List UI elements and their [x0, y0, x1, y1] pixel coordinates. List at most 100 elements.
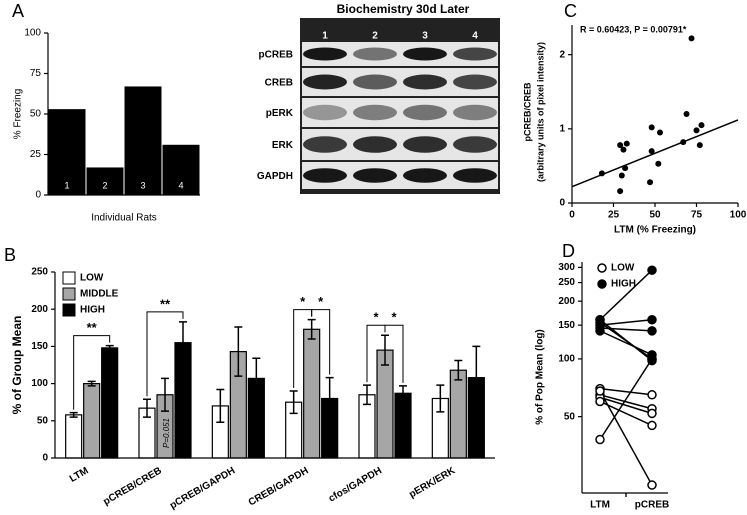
- point: [655, 160, 662, 167]
- point: [647, 480, 657, 490]
- legend-label: HIGH: [611, 279, 636, 290]
- panel-label: C: [564, 1, 577, 21]
- y-tick-label: 50: [564, 411, 576, 422]
- lane-label: 1: [322, 31, 328, 42]
- row-label: CREB: [265, 78, 293, 89]
- pair-line: [599, 269, 653, 321]
- point: [595, 326, 605, 336]
- x-tick-label: pCREB: [635, 500, 669, 511]
- point: [656, 129, 663, 136]
- point: [595, 434, 605, 445]
- blot-band: [303, 74, 347, 90]
- y-tick-label: 200: [558, 296, 575, 307]
- x-tick-label: 50: [649, 210, 661, 221]
- error-bar: [143, 398, 151, 418]
- error-bar: [179, 321, 187, 365]
- bar: [449, 369, 467, 459]
- y-tick-label: 200: [31, 304, 48, 315]
- lane-label: 2: [372, 31, 378, 42]
- y-tick-label: 150: [31, 341, 48, 352]
- y-tick-label: 0: [559, 198, 565, 209]
- pair-line: [599, 390, 653, 486]
- point: [648, 148, 655, 155]
- panel-label: B: [4, 245, 16, 265]
- legend-marker: [597, 263, 607, 273]
- bar: [65, 414, 83, 459]
- point: [683, 111, 690, 117]
- y-tick-label: 0: [35, 190, 41, 201]
- annotation: R = 0.60423, P = 0.00791*: [580, 24, 687, 34]
- point: [648, 124, 655, 131]
- point: [647, 355, 657, 366]
- x-tick-label: pCREB/CREB: [102, 465, 164, 507]
- bar: [394, 392, 412, 459]
- y-axis-label: (arbitrary units of pixel intensity): [535, 42, 545, 182]
- blot-band: [403, 168, 447, 183]
- significance-bracket: [146, 311, 184, 397]
- error-bar: [472, 345, 481, 410]
- point: [595, 315, 605, 325]
- row-label: GAPDH: [257, 171, 293, 182]
- blot-band: [353, 168, 397, 183]
- point: [620, 146, 627, 153]
- blot-band: [453, 136, 497, 153]
- y-tick-label: 2: [559, 49, 565, 60]
- pair-line: [599, 319, 653, 362]
- point: [688, 35, 695, 42]
- x-axis-label: Individual Rats: [91, 213, 157, 224]
- legend-label: MIDDLE: [80, 289, 119, 300]
- point: [623, 140, 630, 147]
- pair-line: [599, 394, 653, 410]
- x-tick-label: 0: [569, 210, 575, 221]
- blot-band: [303, 168, 347, 183]
- x-axis-label: LTM (% Freezing): [614, 225, 696, 236]
- error-bar: [399, 385, 407, 402]
- x-tick-label: pCREB/GAPDH: [168, 465, 237, 511]
- blot-band: [353, 104, 397, 121]
- panel-label: A: [12, 1, 24, 21]
- error-bar: [363, 384, 371, 406]
- point: [595, 386, 605, 396]
- y-tick-label: 300: [558, 262, 575, 273]
- y-tick-label: 250: [558, 277, 575, 288]
- x-tick-label: LTM: [590, 500, 610, 511]
- point: [647, 179, 654, 186]
- blot-band: [453, 74, 497, 90]
- legend-label: LOW: [80, 273, 104, 284]
- legend-marker: [597, 279, 607, 289]
- bar: [162, 144, 200, 195]
- lane-label: 4: [472, 31, 478, 42]
- bar: [48, 109, 86, 195]
- point: [617, 142, 624, 149]
- error-bar: [87, 380, 96, 387]
- y-tick-label: 100: [24, 28, 41, 39]
- pair-line: [599, 396, 653, 415]
- error-bar: [234, 326, 243, 377]
- bar-label: 1: [64, 180, 69, 190]
- x-tick-label: 25: [608, 210, 620, 221]
- lane-label: 3: [422, 31, 428, 42]
- y-tick-label: 1: [559, 123, 565, 134]
- point: [696, 142, 703, 149]
- legend-label: HIGH: [80, 305, 105, 316]
- significance-bracket: [73, 335, 111, 410]
- y-tick-label: 250: [31, 267, 48, 278]
- legend-swatch: [62, 303, 76, 317]
- blot-band: [453, 104, 497, 121]
- blot-band: [403, 74, 447, 90]
- error-bar: [381, 334, 389, 366]
- bar-label: 2: [102, 180, 107, 190]
- row-label: ERK: [272, 140, 294, 151]
- blot-band: [303, 104, 347, 121]
- blot-title: Biochemistry 30d Later: [337, 2, 470, 16]
- blot-band: [353, 47, 397, 61]
- bar-note: P=0.051: [162, 418, 171, 448]
- fit-line: [571, 119, 739, 188]
- bar: [124, 86, 162, 195]
- point: [595, 396, 605, 407]
- significance-label: *: [391, 310, 397, 325]
- point: [647, 420, 657, 431]
- legend-label: LOW: [611, 263, 635, 274]
- y-tick-label: 100: [558, 354, 575, 365]
- error-bar: [289, 390, 298, 415]
